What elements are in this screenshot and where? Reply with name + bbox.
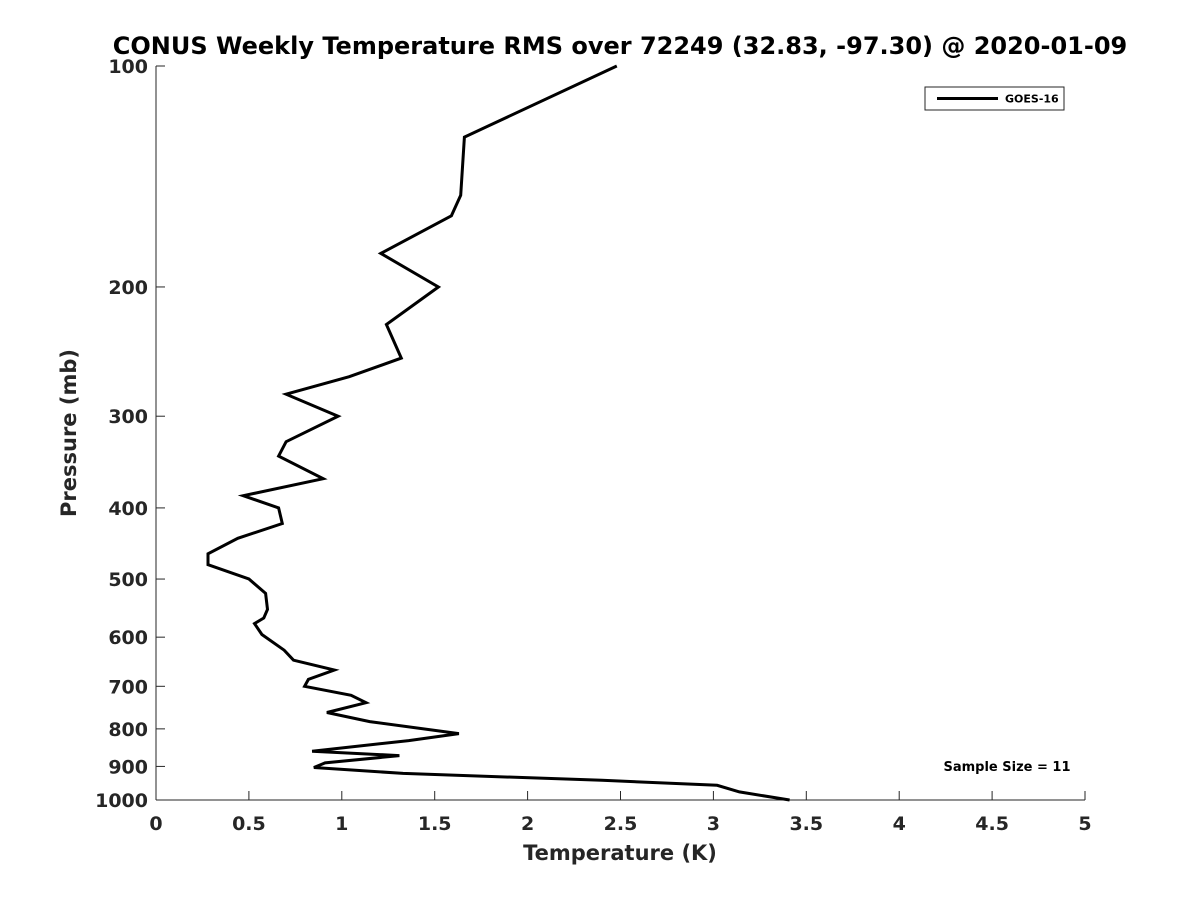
x-tick-label: 0.5 — [232, 813, 266, 835]
x-tick-label: 1.5 — [418, 813, 452, 835]
y-tick-label: 200 — [108, 277, 148, 299]
y-tick-label: 700 — [108, 676, 148, 698]
y-axis-label: Pressure (mb) — [57, 349, 81, 517]
x-axis-label: Temperature (K) — [523, 841, 717, 865]
y-tick-label: 500 — [108, 569, 148, 591]
y-tick-label: 100 — [108, 56, 148, 78]
y-tick-label: 800 — [108, 719, 148, 741]
y-tick-label: 400 — [108, 498, 148, 520]
y-tick-label: 600 — [108, 627, 148, 649]
x-tick-label: 3.5 — [789, 813, 823, 835]
legend-label-goes-16: GOES-16 — [1005, 93, 1059, 106]
x-tick-label: 2.5 — [604, 813, 638, 835]
x-tick-label: 4.5 — [975, 813, 1009, 835]
plot-frame — [155, 66, 1085, 801]
sample-size-annotation: Sample Size = 11 — [943, 760, 1070, 775]
y-tick-label: 900 — [108, 756, 148, 778]
x-tick-label: 4 — [893, 813, 906, 835]
x-tick-label: 2 — [521, 813, 534, 835]
y-tick-label: 300 — [108, 406, 148, 428]
chart-title: CONUS Weekly Temperature RMS over 72249 … — [113, 32, 1127, 60]
y-ticks: 100 200 300 400 500 600 700 800 900 1000 — [95, 56, 165, 812]
x-tick-label: 0 — [149, 813, 162, 835]
x-tick-label: 1 — [335, 813, 348, 835]
series-group — [206, 64, 790, 802]
x-tick-label: 3 — [707, 813, 720, 835]
y-tick-label: 1000 — [95, 790, 148, 812]
legend: GOES-16 — [924, 86, 1065, 111]
x-tick-label: 5 — [1078, 813, 1091, 835]
x-ticks: 0 0.5 1 1.5 2 2.5 3 3.5 4 4.5 5 — [149, 791, 1092, 835]
series-line-goes-16 — [206, 64, 790, 802]
